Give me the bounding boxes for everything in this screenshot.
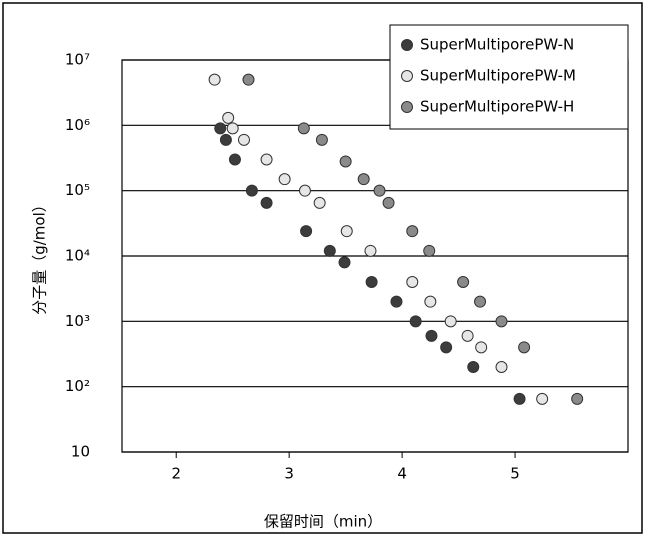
point xyxy=(440,341,453,354)
point xyxy=(278,173,291,186)
legend-label: SuperMultiporePW-N xyxy=(420,36,574,54)
point xyxy=(260,196,273,209)
point xyxy=(475,341,488,354)
point xyxy=(323,244,336,257)
y-tick-label: 10 xyxy=(71,443,90,461)
point xyxy=(364,244,377,257)
y-tick-label: 10³ xyxy=(65,312,90,330)
point xyxy=(260,153,273,166)
point xyxy=(219,133,232,146)
point xyxy=(300,225,313,238)
point xyxy=(571,392,584,405)
point xyxy=(214,122,227,135)
point xyxy=(406,225,419,238)
y-tick-label: 10⁵ xyxy=(65,181,90,199)
point xyxy=(373,184,386,197)
x-axis-label: 保留时间（min） xyxy=(264,513,382,531)
legend-label: SuperMultiporePW-M xyxy=(420,67,576,85)
point xyxy=(222,111,235,124)
point xyxy=(298,184,311,197)
point xyxy=(467,360,480,373)
point xyxy=(228,153,241,166)
y-tick-label: 10² xyxy=(65,377,90,395)
point xyxy=(338,256,351,269)
y-tick-label: 10⁴ xyxy=(65,247,90,265)
point xyxy=(461,329,474,342)
y-axis-label: 分子量（g/mol） xyxy=(31,197,49,315)
point xyxy=(313,196,326,209)
point xyxy=(208,73,221,86)
point xyxy=(245,184,258,197)
point xyxy=(425,329,438,342)
x-tick-label: 5 xyxy=(510,465,520,483)
point xyxy=(513,392,526,405)
point xyxy=(357,173,370,186)
point xyxy=(315,133,328,146)
legend-marker xyxy=(401,70,413,82)
point xyxy=(444,315,457,328)
point xyxy=(339,155,352,168)
point xyxy=(382,196,395,209)
point xyxy=(242,73,255,86)
point xyxy=(495,315,508,328)
point xyxy=(457,275,470,288)
y-tick-label: 10⁷ xyxy=(65,51,90,69)
point xyxy=(365,275,378,288)
point xyxy=(297,122,310,135)
x-tick-label: 2 xyxy=(171,465,181,483)
point xyxy=(390,295,403,308)
legend-marker xyxy=(401,101,413,113)
point xyxy=(237,133,250,146)
legend-label: SuperMultiporePW-H xyxy=(420,98,574,116)
legend-marker xyxy=(401,39,413,51)
y-tick-label: 10⁶ xyxy=(65,116,90,134)
point xyxy=(409,315,422,328)
point xyxy=(340,225,353,238)
x-tick-label: 4 xyxy=(397,465,407,483)
plot-frame xyxy=(121,59,629,453)
point xyxy=(423,244,436,257)
point xyxy=(474,295,487,308)
point xyxy=(536,392,549,405)
point xyxy=(518,341,531,354)
legend-box xyxy=(389,24,629,130)
point xyxy=(424,295,437,308)
x-tick-label: 3 xyxy=(284,465,294,483)
point xyxy=(226,122,239,135)
point xyxy=(406,275,419,288)
point xyxy=(495,360,508,373)
